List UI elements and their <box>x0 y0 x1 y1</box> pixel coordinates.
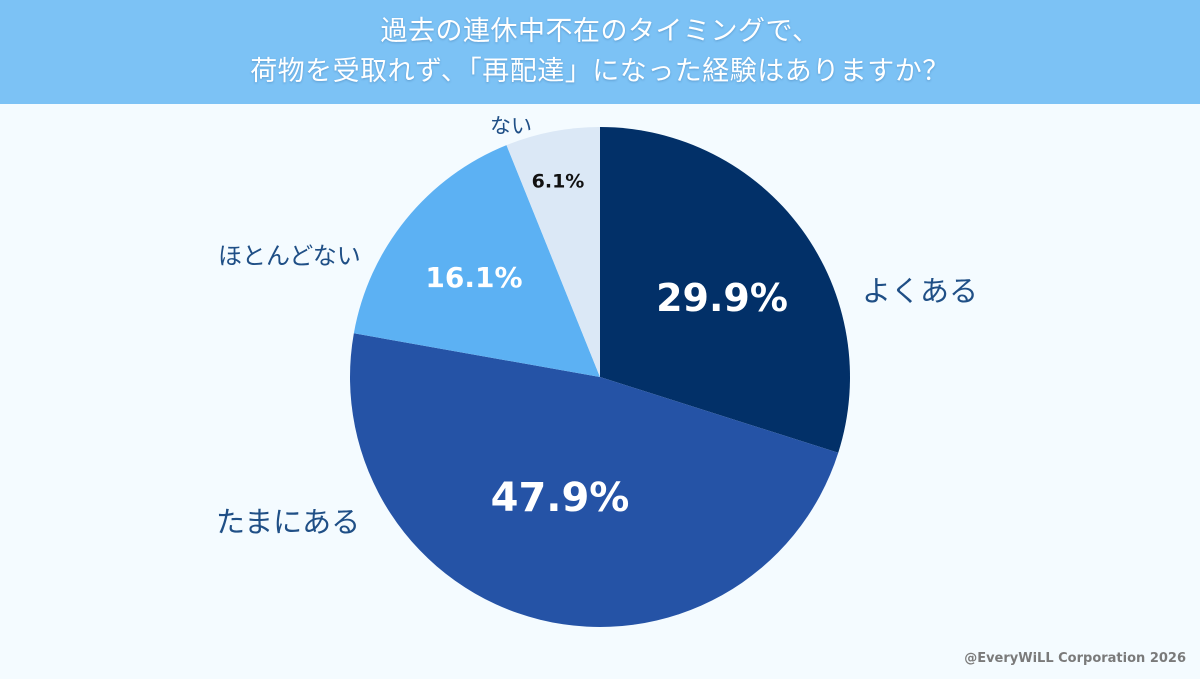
slice-value-sometimes: 47.9% <box>490 475 630 521</box>
chart-title-line-1: 過去の連休中不在のタイミングで、 <box>380 16 820 47</box>
pie-slice-2 <box>353 145 600 377</box>
pie-slice-0 <box>600 127 850 453</box>
slice-label-sometimes: たまにある <box>216 505 361 539</box>
slice-label-rarely: ほとんどない <box>218 242 361 270</box>
chart-title-line-2: 荷物を受取れず、「再配達」になった経験はありますか？ <box>250 56 950 87</box>
pie-slice-1 <box>350 333 839 627</box>
slice-value-often: 29.9% <box>656 276 788 320</box>
chart-title-banner: 過去の連休中不在のタイミングで、 荷物を受取れず、「再配達」になった経験はありま… <box>0 0 1200 104</box>
pie-slice-3 <box>506 127 600 377</box>
slice-label-never: ない <box>490 114 532 138</box>
slice-value-never: 6.1% <box>531 170 585 193</box>
slice-value-rarely: 16.1% <box>425 261 523 294</box>
copyright-credit: @EveryWiLL Corporation 2026 <box>964 651 1186 666</box>
slice-label-often: よくある <box>862 274 979 308</box>
